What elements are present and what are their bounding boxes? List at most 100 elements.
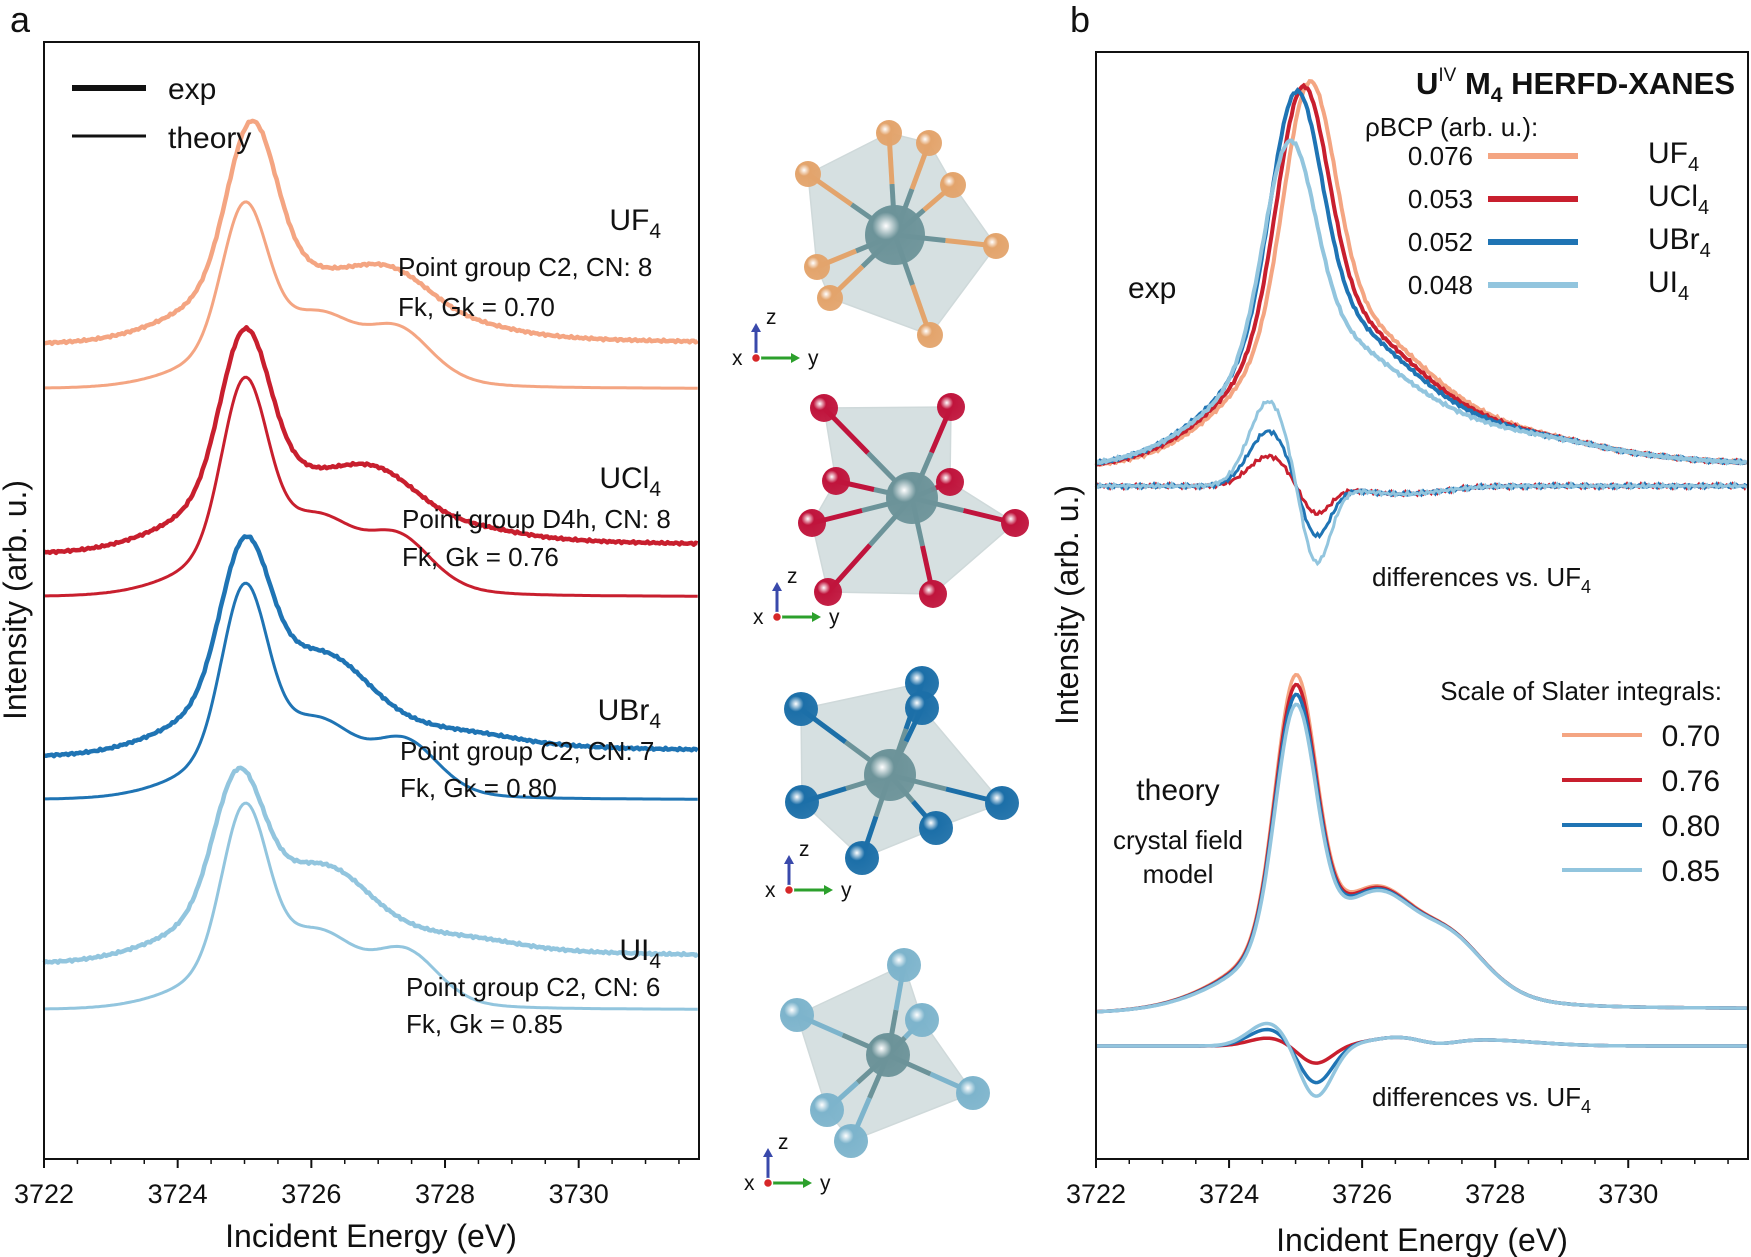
b-exp-curve-ui4	[1095, 138, 1748, 466]
panel-a-xlabel: Incident Energy (eV)	[225, 1218, 517, 1254]
diff-label-exp: differences vs. UF4	[1372, 562, 1591, 597]
halide-atom	[784, 692, 818, 726]
halide-atom	[780, 998, 814, 1032]
UCl4-structure-icon	[798, 393, 1029, 608]
exp-curve-uf4	[43, 118, 699, 347]
legend-exp-label: exp	[168, 73, 216, 106]
halide-atom	[956, 1076, 990, 1110]
rho-ucl4: 0.053	[1408, 184, 1473, 214]
ui4-name: UI4	[619, 934, 661, 973]
halide-atom	[887, 948, 921, 982]
ucl4-fk-gk: Fk, Gk = 0.76	[402, 542, 559, 572]
UI4-structure-icon	[780, 948, 990, 1158]
panel-b-xlabel: Incident Energy (eV)	[1276, 1222, 1568, 1257]
panel-b-curves	[1094, 78, 1749, 1098]
halide-atom	[983, 233, 1009, 259]
ubr4-fk-gk: Fk, Gk = 0.80	[400, 773, 557, 803]
halide-atom	[936, 468, 964, 496]
uranium-atom	[865, 205, 925, 265]
theory-curve-uf4	[43, 200, 698, 390]
panel-b-legend-theory: 0.70 0.76 0.80 0.85	[1562, 720, 1720, 888]
panel-b-title: UIV M4 HERFD-XANES	[1416, 65, 1735, 107]
x-tick-label: 3730	[1598, 1179, 1658, 1209]
x-tick-label: 3724	[148, 1179, 208, 1209]
axis-x-label: x	[753, 606, 764, 629]
legend-slater-070: 0.70	[1662, 720, 1720, 753]
halide-atom	[919, 811, 953, 845]
ui4-fk-gk: Fk, Gk = 0.85	[406, 1009, 563, 1039]
halide-atom	[798, 509, 826, 537]
theory-label: theory	[1136, 774, 1219, 807]
x-tick-label: 3724	[1199, 1179, 1259, 1209]
axis-x-label: x	[732, 347, 743, 370]
panel-a-ylabel: Intensity (arb. u.)	[0, 480, 33, 720]
panel-b-label: b	[1070, 0, 1090, 40]
ucl4-name: UCl4	[599, 462, 661, 501]
exp-curve-ubr4	[43, 534, 699, 759]
panel-a-legend: exp theory	[72, 73, 251, 155]
halide-atom	[905, 1003, 939, 1037]
axis-triad-icon: zx y	[753, 565, 840, 629]
x-tick-label: 3722	[1066, 1179, 1126, 1209]
axis-z-label: z	[766, 306, 777, 329]
x-tick-label: 3728	[415, 1179, 475, 1209]
legend-ubr4-label: UBr4	[1648, 223, 1711, 262]
theory-curve-ucl4	[44, 375, 698, 598]
rho-bcp-header: ρBCP (arb. u.):	[1365, 112, 1538, 142]
halide-atom	[804, 254, 830, 280]
halide-atom	[810, 1093, 844, 1127]
legend-theory-label: theory	[168, 122, 251, 155]
axis-triad-icon: zx y	[765, 838, 852, 902]
panel-b-x-ticks: 3722 3724 3726 3728 3730	[1066, 1159, 1729, 1209]
legend-slater-085: 0.85	[1662, 855, 1720, 888]
panel-b-ylabel: Intensity (arb. u.)	[1049, 485, 1085, 725]
x-tick-label: 3726	[1332, 1179, 1392, 1209]
halide-atom	[810, 394, 838, 422]
panel-a-label: a	[10, 0, 31, 40]
uf4-name: UF4	[609, 204, 661, 243]
panel-b-frame	[1095, 51, 1749, 1160]
slater-header: Scale of Slater integrals:	[1440, 676, 1722, 706]
ubr4-point-group: Point group C2, CN: 7	[400, 736, 654, 766]
axis-triad-icon: zx y	[744, 1131, 831, 1195]
axis-y-label: y	[808, 347, 819, 370]
panel-a-frame	[43, 41, 700, 1160]
legend-slater-076: 0.76	[1662, 765, 1720, 798]
halide-atom	[876, 120, 902, 146]
ui4-point-group: Point group C2, CN: 6	[406, 972, 660, 1002]
UBr4-structure-icon	[784, 666, 1019, 875]
uranium-atom	[864, 749, 916, 801]
ucl4-point-group: Point group D4h, CN: 8	[402, 504, 671, 534]
x-tick-label: 3726	[281, 1179, 341, 1209]
axis-z-label: z	[799, 838, 810, 861]
axis-z-label: z	[778, 1131, 789, 1154]
panel-b-legend-exp: 0.076 UF4 0.053 UCl4 0.052 UBr4 0.048 UI…	[1408, 137, 1711, 305]
halide-atom	[845, 841, 879, 875]
x-tick-label: 3722	[14, 1179, 74, 1209]
ubr4-name: UBr4	[598, 694, 662, 733]
rho-uf4: 0.076	[1408, 141, 1473, 171]
x-tick-label: 3728	[1465, 1179, 1525, 1209]
halide-atom	[940, 172, 966, 198]
crystal-structures: zx yzx yzx yzx y	[732, 120, 1029, 1195]
legend-ucl4-label: UCl4	[1648, 180, 1709, 219]
panel-a-x-ticks: 3722 3724 3726 3728 3730	[14, 1159, 680, 1209]
legend-uf4-label: UF4	[1648, 137, 1699, 176]
axis-x-label: x	[744, 1172, 755, 1195]
uranium-atom	[866, 1033, 910, 1077]
uranium-atom	[886, 472, 938, 524]
rho-ui4: 0.048	[1408, 270, 1473, 300]
b-theory-diff-ui4	[1096, 1021, 1747, 1098]
axis-z-label: z	[787, 565, 798, 588]
legend-slater-080: 0.80	[1662, 810, 1720, 843]
crystal-field-label-2: model	[1143, 859, 1214, 889]
halide-atom	[834, 1124, 868, 1158]
b-theory-diff-ubr4	[1096, 1027, 1747, 1085]
halide-atom	[814, 578, 842, 606]
halide-atom	[822, 467, 850, 495]
halide-atom	[905, 691, 939, 725]
axis-triad-icon: zx y	[732, 306, 819, 370]
axis-y-label: y	[841, 879, 852, 902]
halide-atom	[785, 785, 819, 819]
